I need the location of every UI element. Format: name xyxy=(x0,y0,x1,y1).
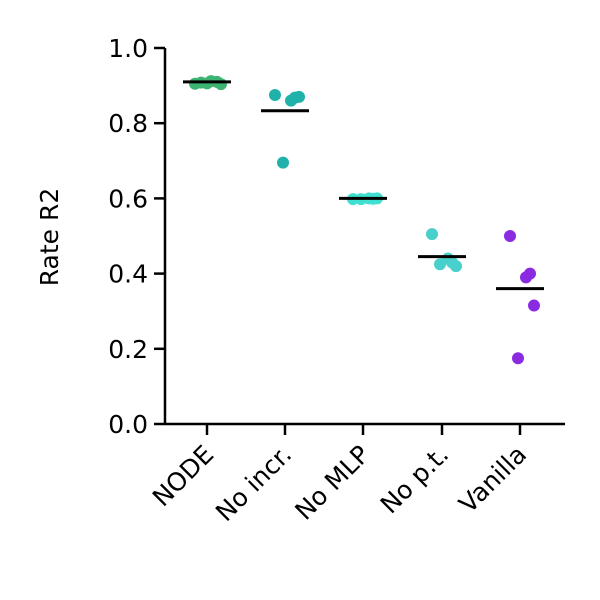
data-point xyxy=(434,258,446,271)
x-tick-label: No MLP xyxy=(289,440,375,526)
data-point xyxy=(528,299,540,312)
data-point xyxy=(512,352,524,365)
data-point xyxy=(293,90,305,103)
data-point xyxy=(450,260,462,273)
y-tick-label: 0.0 xyxy=(108,410,148,439)
data-point xyxy=(504,230,516,242)
marks xyxy=(183,75,544,365)
x-tick-label: Vanilla xyxy=(453,440,532,519)
y-tick-label: 0.2 xyxy=(108,335,148,364)
data-point xyxy=(524,267,536,280)
data-point xyxy=(277,156,289,169)
data-point xyxy=(269,89,281,101)
y-tick-label: 0.8 xyxy=(108,109,148,138)
x-tick-label: No p.t. xyxy=(375,440,455,520)
data-point xyxy=(215,78,227,91)
y-axis-title: Rate R2 xyxy=(35,188,64,287)
x-tick-label: NODE xyxy=(147,440,219,512)
y-tick-label: 1.0 xyxy=(108,34,148,63)
data-point xyxy=(426,228,438,241)
y-tick-label: 0.4 xyxy=(108,260,148,289)
x-tick-label: No incr. xyxy=(210,440,297,527)
y-tick-label: 0.6 xyxy=(108,184,148,213)
